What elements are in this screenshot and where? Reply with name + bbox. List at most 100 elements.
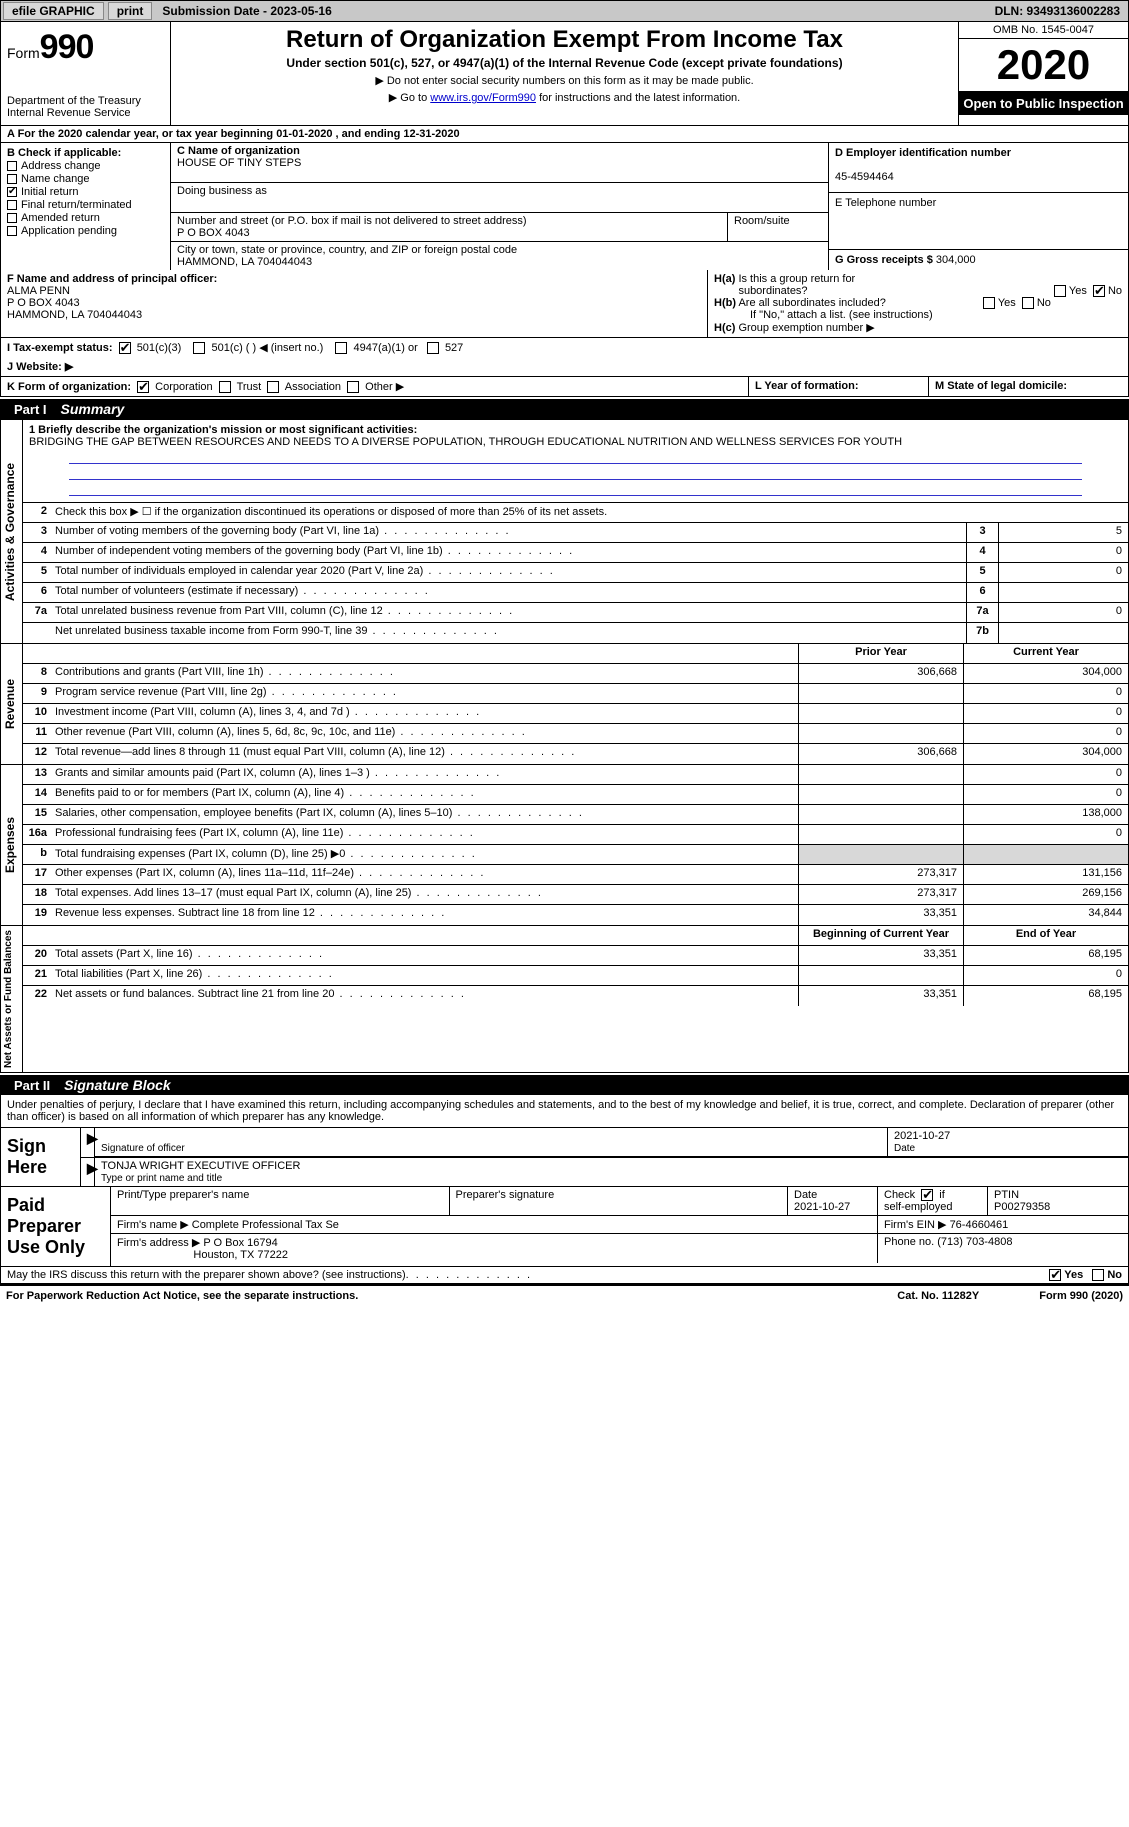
exp-line-17: 17Other expenses (Part IX, column (A), l… xyxy=(23,865,1128,885)
box-e-label: E Telephone number xyxy=(835,197,936,209)
k-assoc-check[interactable] xyxy=(267,381,279,393)
check-amended-return[interactable]: Amended return xyxy=(7,212,164,224)
exp-line-19: 19Revenue less expenses. Subtract line 1… xyxy=(23,905,1128,925)
room-label: Room/suite xyxy=(734,215,790,227)
box-f-label: F Name and address of principal officer: xyxy=(7,273,217,285)
i-527-check[interactable] xyxy=(427,342,439,354)
ptin: P00279358 xyxy=(994,1201,1050,1213)
preparer-block: Paid Preparer Use Only Print/Type prepar… xyxy=(0,1187,1129,1267)
form-label: Form990 xyxy=(7,28,164,67)
row-i: I Tax-exempt status: 501(c)(3) 501(c) ( … xyxy=(1,338,1128,357)
ptin-label: PTIN xyxy=(994,1189,1019,1201)
net-line-22: 22Net assets or fund balances. Subtract … xyxy=(23,986,1128,1006)
governance-block: Activities & Governance 1 Briefly descri… xyxy=(0,419,1129,644)
k-corp-check[interactable] xyxy=(137,381,149,393)
rev-line-8: 8Contributions and grants (Part VIII, li… xyxy=(23,664,1128,684)
dba-label: Doing business as xyxy=(177,185,267,197)
hb-no-check[interactable] xyxy=(1022,297,1034,309)
i-4947-check[interactable] xyxy=(335,342,347,354)
prep-date-label: Date xyxy=(794,1189,817,1201)
row-k: K Form of organization: Corporation Trus… xyxy=(1,377,748,396)
h-a: H(a) Is this a group return for subordin… xyxy=(714,273,1122,297)
exp-line-b: bTotal fundraising expenses (Part IX, co… xyxy=(23,845,1128,865)
instruction-2: ▶ Go to www.irs.gov/Form990 for instruct… xyxy=(179,91,950,104)
rev-line-12: 12Total revenue—add lines 8 through 11 (… xyxy=(23,744,1128,764)
discuss-text: May the IRS discuss this return with the… xyxy=(7,1269,406,1281)
gross-receipts: 304,000 xyxy=(936,254,976,266)
gov-line-5: 5Total number of individuals employed in… xyxy=(23,563,1128,583)
officer-addr2: HAMMOND, LA 704044043 xyxy=(7,309,142,321)
efile-button[interactable]: efile GRAPHIC xyxy=(3,2,104,20)
self-employed-check[interactable] xyxy=(921,1189,933,1201)
i-501c-check[interactable] xyxy=(193,342,205,354)
firm-addr1: P O Box 16794 xyxy=(203,1237,277,1249)
print-name-label: Type or print name and title xyxy=(101,1173,222,1184)
rev-line-10: 10Investment income (Part VIII, column (… xyxy=(23,704,1128,724)
mission-text: BRIDGING THE GAP BETWEEN RESOURCES AND N… xyxy=(29,436,902,448)
prep-name-label: Print/Type preparer's name xyxy=(117,1189,249,1201)
exp-line-18: 18Total expenses. Add lines 13–17 (must … xyxy=(23,885,1128,905)
form-ref: Form 990 (2020) xyxy=(1039,1290,1123,1302)
i-501c3-check[interactable] xyxy=(119,342,131,354)
print-button[interactable]: print xyxy=(108,2,153,20)
signature-block: Under penalties of perjury, I declare th… xyxy=(0,1095,1129,1187)
check-final-return-terminated[interactable]: Final return/terminated xyxy=(7,199,164,211)
gov-line-7a: 7aTotal unrelated business revenue from … xyxy=(23,603,1128,623)
instruction-1: ▶ Do not enter social security numbers o… xyxy=(179,74,950,87)
h-c: H(c) Group exemption number ▶ xyxy=(714,321,1122,334)
net-line-20: 20Total assets (Part X, line 16)33,35168… xyxy=(23,946,1128,966)
end-year-hdr: End of Year xyxy=(963,926,1128,945)
check-name-change[interactable]: Name change xyxy=(7,173,164,185)
gov-line-3: 3Number of voting members of the governi… xyxy=(23,523,1128,543)
vtab-revenue: Revenue xyxy=(1,644,23,764)
addr-label: Number and street (or P.O. box if mail i… xyxy=(177,215,527,227)
firm-name-label: Firm's name ▶ xyxy=(117,1219,189,1231)
dln: DLN: 93493136002283 xyxy=(987,4,1128,18)
cat-no: Cat. No. 11282Y xyxy=(897,1290,979,1302)
firm-ein-label: Firm's EIN ▶ xyxy=(884,1219,947,1231)
paperwork-notice: For Paperwork Reduction Act Notice, see … xyxy=(6,1290,358,1302)
vtab-governance: Activities & Governance xyxy=(1,420,23,643)
col-b-header: B Check if applicable: xyxy=(7,147,164,159)
org-name: HOUSE OF TINY STEPS xyxy=(177,157,301,169)
discuss-yes-check[interactable] xyxy=(1049,1269,1061,1281)
entity-block: B Check if applicable: Address changeNam… xyxy=(0,143,1129,270)
firm-name: Complete Professional Tax Se xyxy=(192,1219,339,1231)
check-initial-return[interactable]: Initial return xyxy=(7,186,164,198)
k-trust-check[interactable] xyxy=(219,381,231,393)
ein-value: 45-4594464 xyxy=(835,171,894,183)
h-b-note: If "No," attach a list. (see instruction… xyxy=(714,309,1122,321)
vtab-net: Net Assets or Fund Balances xyxy=(1,926,23,1072)
form-title: Return of Organization Exempt From Incom… xyxy=(179,26,950,54)
exp-line-13: 13Grants and similar amounts paid (Part … xyxy=(23,765,1128,785)
ha-no-check[interactable] xyxy=(1093,285,1105,297)
row-a-period: A For the 2020 calendar year, or tax yea… xyxy=(0,126,1129,143)
ha-yes-check[interactable] xyxy=(1054,285,1066,297)
firm-addr2: Houston, TX 77222 xyxy=(193,1249,288,1261)
sig-declaration: Under penalties of perjury, I declare th… xyxy=(1,1095,1128,1128)
h-b: H(b) Are all subordinates included? Yes … xyxy=(714,297,1122,309)
submission-date: Submission Date - 2023-05-16 xyxy=(154,4,339,18)
omb-number: OMB No. 1545-0047 xyxy=(959,22,1128,39)
officer-print-name: TONJA WRIGHT EXECUTIVE OFFICER xyxy=(101,1160,300,1172)
check-application-pending[interactable]: Application pending xyxy=(7,225,164,237)
exp-line-16a: 16aProfessional fundraising fees (Part I… xyxy=(23,825,1128,845)
line-2: Check this box ▶ ☐ if the organization d… xyxy=(51,503,1128,522)
gov-line-6: 6Total number of volunteers (estimate if… xyxy=(23,583,1128,603)
vtab-expenses: Expenses xyxy=(1,765,23,925)
irs-link[interactable]: www.irs.gov/Form990 xyxy=(430,92,536,104)
firm-addr-label: Firm's address ▶ xyxy=(117,1237,200,1249)
footer: For Paperwork Reduction Act Notice, see … xyxy=(0,1284,1129,1306)
prior-year-hdr: Prior Year xyxy=(798,644,963,663)
k-other-check[interactable] xyxy=(347,381,359,393)
discuss-row: May the IRS discuss this return with the… xyxy=(0,1267,1129,1284)
tax-year: 2020 xyxy=(959,39,1128,92)
check-address-change[interactable]: Address change xyxy=(7,160,164,172)
discuss-no-check[interactable] xyxy=(1092,1269,1104,1281)
hb-yes-check[interactable] xyxy=(983,297,995,309)
sig-date-label: Date xyxy=(894,1143,915,1154)
exp-line-15: 15Salaries, other compensation, employee… xyxy=(23,805,1128,825)
prep-date: 2021-10-27 xyxy=(794,1201,850,1213)
revenue-block: Revenue Prior Year Current Year 8Contrib… xyxy=(0,644,1129,765)
officer-name: ALMA PENN xyxy=(7,285,70,297)
